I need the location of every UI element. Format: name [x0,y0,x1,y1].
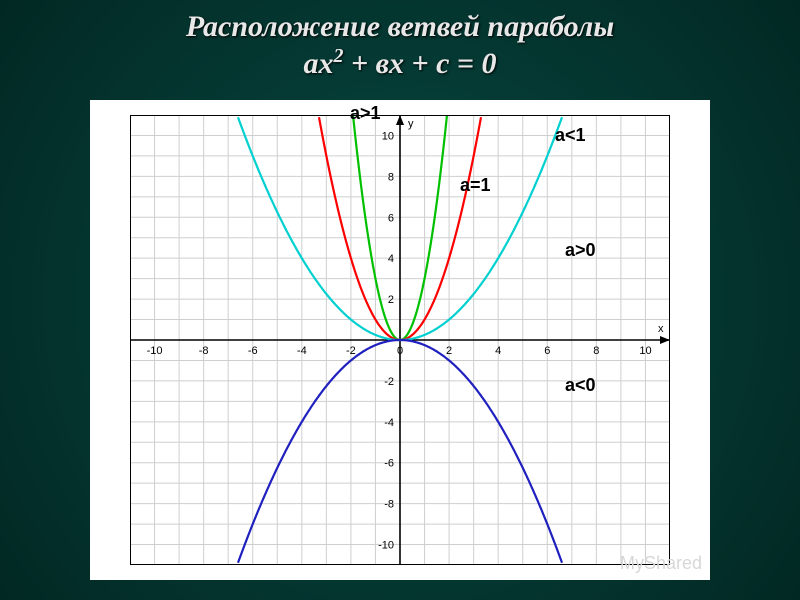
parabola-chart: -10 -8 -6 -4 -2 0 2 4 6 8 10 -10 -8 -6 -4 -2 2 4 6 8 10 x y [130,115,670,565]
svg-text:y: y [408,118,414,130]
title-line2-suffix: + вх + с = 0 [343,47,496,80]
chart-annotation: а<1 [555,125,586,146]
chart-panel: -10 -8 -6 -4 -2 0 2 4 6 8 10 -10 -8 -6 -4 -2 2 4 6 8 10 x y а>… [90,100,710,580]
svg-text:-8: -8 [384,499,394,511]
svg-text:6: 6 [388,212,394,224]
svg-text:-4: -4 [297,345,307,357]
svg-text:2: 2 [388,294,394,306]
chart-annotation: а>0 [565,240,596,261]
slide-title: Расположение ветвей параболы ах2 + вх + … [0,0,800,81]
svg-text:-10: -10 [147,345,163,357]
svg-text:-6: -6 [384,458,394,470]
svg-text:-6: -6 [248,345,258,357]
title-line1: Расположение ветвей параболы [186,10,614,43]
title-line2-prefix: ах [303,47,333,80]
svg-text:0: 0 [397,345,403,357]
svg-text:-2: -2 [346,345,356,357]
watermark: MyShared [620,553,702,574]
svg-text:-8: -8 [199,345,209,357]
chart-annotation: а<0 [565,375,596,396]
svg-text:-2: -2 [384,376,394,388]
chart-annotation: а=1 [460,175,491,196]
svg-text:10: 10 [639,345,651,357]
svg-text:2: 2 [446,345,452,357]
svg-text:8: 8 [593,345,599,357]
title-sup: 2 [333,45,343,67]
svg-text:x: x [658,323,664,335]
svg-text:8: 8 [388,171,394,183]
svg-text:10: 10 [382,130,394,142]
svg-text:6: 6 [544,345,550,357]
chart-annotation: а>1 [350,103,381,124]
svg-text:4: 4 [388,253,394,265]
svg-text:4: 4 [495,345,501,357]
svg-text:-4: -4 [384,417,394,429]
svg-text:-10: -10 [378,540,394,552]
